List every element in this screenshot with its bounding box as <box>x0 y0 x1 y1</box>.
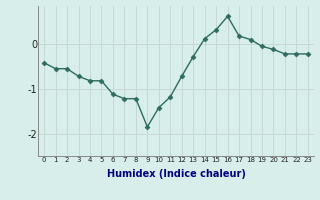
X-axis label: Humidex (Indice chaleur): Humidex (Indice chaleur) <box>107 169 245 179</box>
